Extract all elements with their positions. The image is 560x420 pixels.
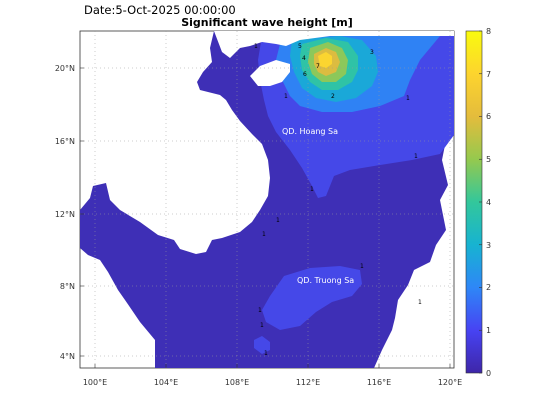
contour-label: 1 — [276, 217, 280, 224]
contour-label: 1 — [360, 263, 364, 270]
contour-label: 1 — [254, 43, 258, 50]
contour-label: 7 — [316, 63, 320, 70]
lat-tick-label: 8°N — [60, 282, 75, 291]
lon-tick-label: 108°E — [225, 378, 249, 387]
colorbar-tick-label: 1 — [486, 326, 491, 335]
colorbar-tick-labels: 0 1 2 3 4 5 6 7 8 — [486, 27, 491, 378]
lon-tick-label: 100°E — [83, 378, 107, 387]
chart-title: Significant wave height [m] — [181, 16, 353, 29]
contour-label: 1 — [414, 153, 418, 160]
lat-tick-label: 4°N — [60, 352, 75, 361]
contour-7m — [318, 52, 332, 68]
lat-tick-label: 16°N — [55, 137, 75, 146]
axis-ticks — [80, 67, 451, 368]
contour-label: 1 — [418, 299, 422, 306]
lat-tick-label: 12°N — [55, 210, 75, 219]
colorbar-tick-label: 7 — [486, 70, 491, 79]
lat-tick-labels: 20°N 16°N 12°N 8°N 4°N — [55, 64, 75, 361]
lon-tick-label: 120°E — [438, 378, 462, 387]
lon-tick-label: 112°E — [296, 378, 320, 387]
map-area: 1 1 1 1 1 1 1 1 1 1 1 2 3 5 4 7 6 1 QD. … — [80, 31, 454, 368]
lon-tick-labels: 100°E 104°E 108°E 112°E 116°E 120°E — [83, 378, 462, 387]
lat-tick-label: 20°N — [55, 64, 75, 73]
lon-tick-label: 104°E — [154, 378, 178, 387]
contour-label: 6 — [303, 71, 307, 78]
contour-label: 3 — [370, 49, 374, 56]
contour-label: 1 — [310, 186, 314, 193]
contour-labels: 1 1 1 1 1 1 1 1 1 1 1 2 3 5 4 7 6 1 — [254, 43, 422, 357]
contour-label: 1 — [262, 231, 266, 238]
island-south — [254, 336, 270, 354]
colorbar-tick-label: 5 — [486, 155, 491, 164]
colorbar-ticks — [479, 30, 482, 374]
contour-label: 1 — [264, 350, 268, 357]
contour-label: 1 — [406, 95, 410, 102]
contour-label: 4 — [302, 55, 306, 62]
colorbar-tick-label: 4 — [486, 198, 491, 207]
place-label-truong-sa: QD. Truong Sa — [297, 276, 354, 285]
contour-label: 1 — [284, 93, 288, 100]
coast-south-china — [214, 31, 454, 58]
truong-sa-area — [262, 266, 362, 330]
colorbar-tick-label: 3 — [486, 241, 491, 250]
contour-label: 2 — [331, 93, 335, 100]
contour-label: 5 — [298, 43, 302, 50]
colorbar-tick-label: 6 — [486, 112, 491, 121]
hainan-island — [250, 60, 290, 86]
place-label-hoang-sa: QD. Hoang Sa — [282, 127, 338, 136]
lon-tick-label: 116°E — [367, 378, 391, 387]
colorbar-tick-label: 0 — [486, 369, 491, 378]
colorbar-tick-label: 2 — [486, 283, 491, 292]
contour-label: 1 — [260, 322, 264, 329]
date-label: Date:5-Oct-2025 00:00:00 — [84, 3, 236, 17]
colorbar-tick-label: 8 — [486, 27, 491, 36]
contour-label: 1 — [258, 307, 262, 314]
